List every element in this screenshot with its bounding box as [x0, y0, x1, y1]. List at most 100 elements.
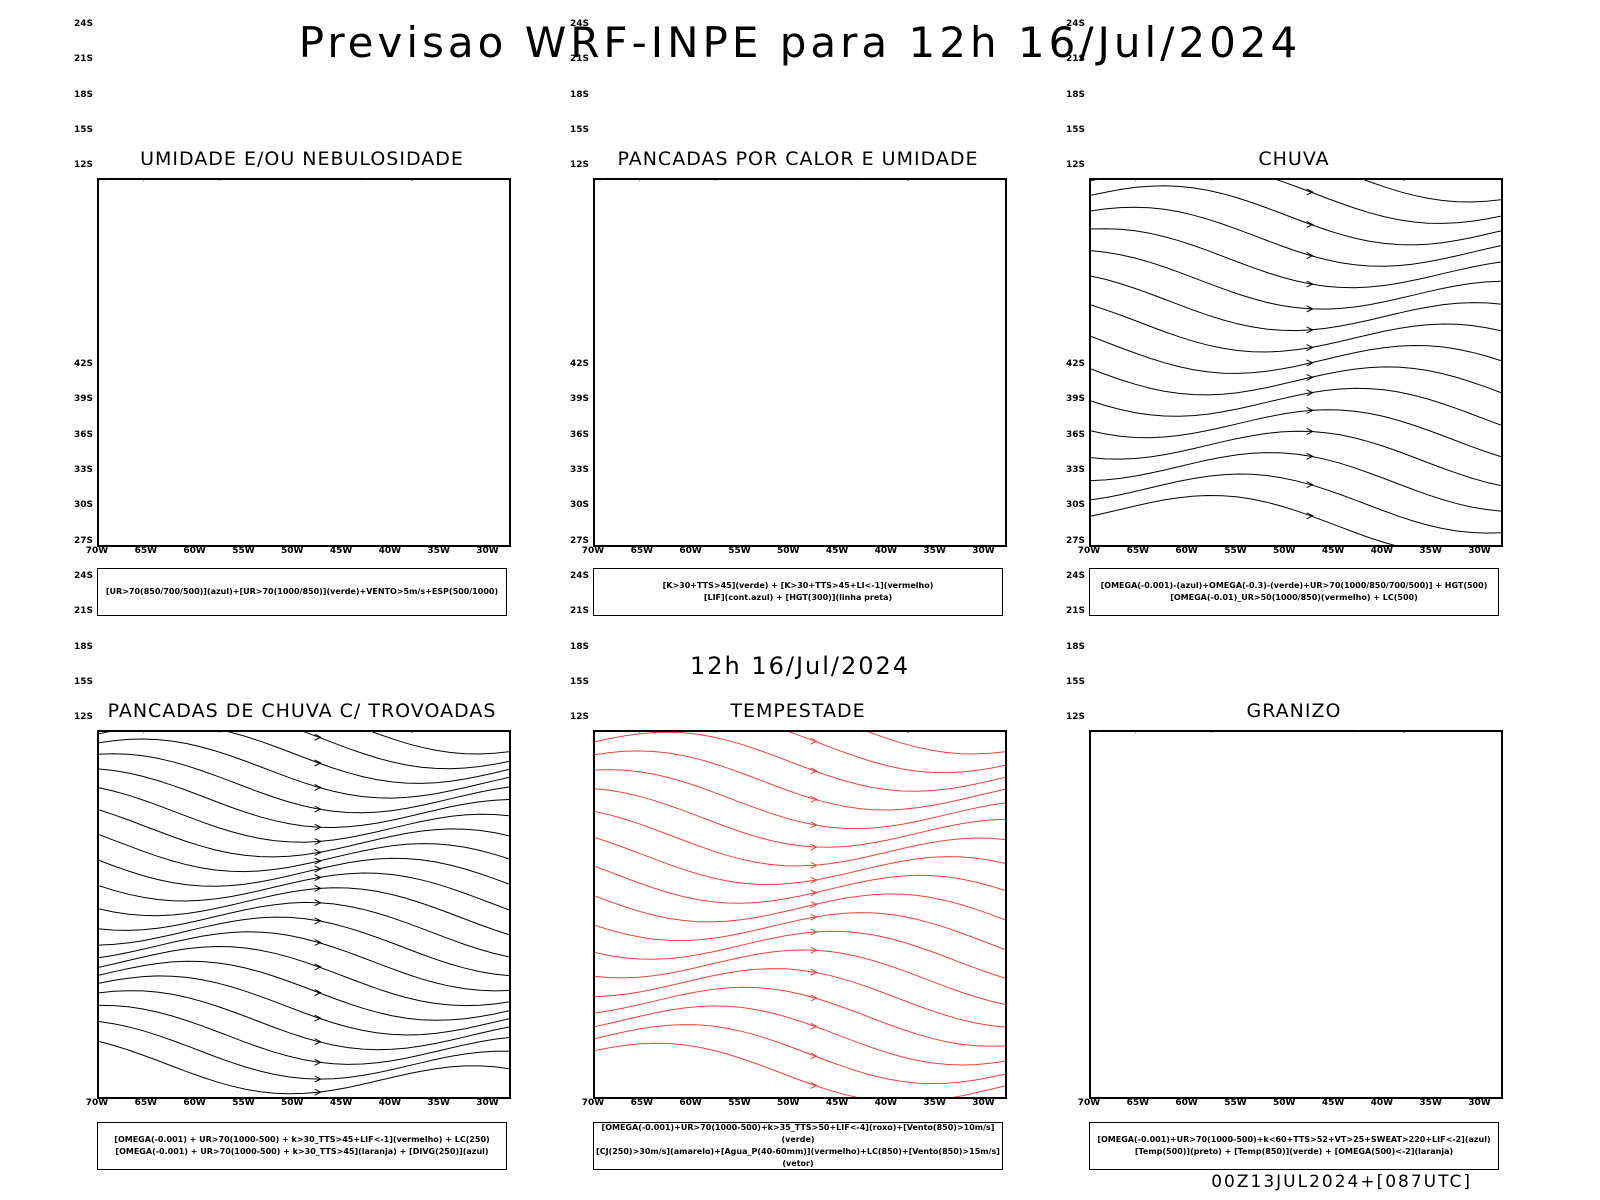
lat-tick-label: 27S — [1065, 535, 1085, 546]
lat-tick-label: 15S — [73, 676, 93, 687]
streamline — [595, 1042, 1005, 1097]
lat-tick-label: 15S — [73, 124, 93, 135]
lat-tick-label: 12S — [73, 160, 93, 171]
legend-line: [K>30+TTS>45](verde) + [K>30+TTS>45+LI<-… — [662, 581, 934, 590]
streamline — [1091, 494, 1396, 545]
lon-tick-label: 40W — [874, 1098, 898, 1108]
lon-tick-label: 55W — [232, 1098, 255, 1108]
map-canvas: 585585585582579576573570570570567561564 — [1091, 180, 1501, 545]
stream-arrow — [314, 865, 322, 873]
lon-tick-label: 55W — [232, 546, 255, 556]
streamline — [99, 753, 509, 814]
lon-tick-label: 50W — [281, 546, 304, 556]
lat-tick-label: 42S — [73, 359, 93, 369]
streamline — [371, 732, 509, 755]
stream-arrow — [810, 737, 818, 745]
lat-tick-label: 15S — [569, 676, 589, 687]
lat-tick-label: 30S — [73, 500, 93, 511]
lat-tick-label: 12S — [569, 712, 589, 723]
lon-tick-label: 55W — [728, 546, 751, 556]
stream-arrow — [810, 913, 818, 921]
stream-arrow — [1306, 512, 1314, 520]
stream-arrow — [314, 805, 322, 813]
lat-tick-label: 21S — [1065, 54, 1085, 65]
streamline — [303, 732, 509, 770]
panel-title: GRANIZO — [1246, 700, 1342, 722]
map-panel — [593, 730, 1007, 1099]
stream-arrow — [314, 899, 322, 907]
lat-tick-label: 18S — [569, 641, 589, 652]
legend-box: [OMEGA(-0.001)-(azul)+OMEGA(-0.3)-(verde… — [1089, 568, 1499, 616]
lon-tick-label: 65W — [134, 1098, 158, 1108]
lon-tick-label: 40W — [378, 546, 402, 556]
panel-title: PANCADAS DE CHUVA C/ TROVOADAS — [107, 700, 497, 722]
stream-arrow — [314, 884, 322, 892]
streamline — [1091, 473, 1501, 534]
stream-arrow — [1306, 252, 1314, 260]
stream-arrow — [810, 968, 818, 976]
lat-tick-label: 33S — [569, 464, 589, 475]
lat-tick-label: 18S — [73, 89, 93, 100]
lon-tick-label: 35W — [923, 546, 946, 556]
streamline — [99, 738, 509, 799]
stream-arrow — [1306, 359, 1314, 367]
lon-tick-label: 70W — [85, 1098, 109, 1108]
lon-tick-label: 65W — [630, 1098, 654, 1108]
lat-tick-label: 18S — [1065, 89, 1085, 100]
stream-arrow — [1306, 188, 1314, 196]
stream-arrow — [1306, 406, 1314, 414]
streamline — [99, 960, 509, 1021]
lon-tick-label: 60W — [1175, 546, 1198, 556]
panel-title: UMIDADE E/OU NEBULOSIDADE — [140, 148, 464, 170]
lon-tick-label: 40W — [1370, 1098, 1394, 1108]
streamline — [1091, 206, 1501, 267]
lon-tick-label: 30W — [476, 1098, 499, 1108]
lat-tick-label: 21S — [569, 606, 589, 617]
streamline — [595, 750, 1005, 811]
lon-tick-label: 60W — [679, 1098, 702, 1108]
streamline — [595, 912, 1005, 950]
lon-tick-label: 50W — [1273, 546, 1296, 556]
lat-tick-label: 24S — [569, 570, 589, 581]
lat-tick-label: 39S — [1065, 394, 1085, 405]
streamline — [1091, 250, 1501, 310]
stream-arrow — [314, 849, 322, 856]
legend-line: [OMEGA(-0.01)_UR>50(1000/850)(vermelho) … — [1170, 593, 1418, 602]
lon-tick-label: 60W — [1175, 1098, 1198, 1108]
streamline — [595, 986, 1005, 1047]
streamline — [595, 769, 1005, 830]
streamline — [99, 732, 509, 784]
lon-tick-label: 35W — [1419, 546, 1442, 556]
lat-tick-label: 18S — [73, 641, 93, 652]
lat-tick-label: 15S — [1065, 676, 1085, 687]
streamline — [99, 768, 509, 829]
streamline — [1091, 409, 1501, 458]
stream-arrow — [810, 1022, 818, 1030]
lat-tick-label: 21S — [73, 54, 93, 65]
legend-line: [OMEGA(-0.001)+UR>70(1000-500)+k>35_TTS>… — [601, 1123, 995, 1144]
stream-arrow — [314, 917, 322, 925]
legend-box: [OMEGA(-0.001)+UR>70(1000-500)+k>35_TTS>… — [593, 1122, 1003, 1170]
streamline — [595, 788, 1005, 848]
lat-tick-label: 36S — [569, 429, 589, 440]
stream-arrow — [1306, 373, 1314, 381]
streamline — [1091, 430, 1501, 487]
lat-tick-label: 24S — [1065, 570, 1085, 581]
lon-tick-label: 65W — [1126, 1098, 1150, 1108]
lat-tick-label: 15S — [1065, 124, 1085, 135]
lat-tick-label: 36S — [73, 429, 93, 440]
streamline — [99, 901, 509, 958]
stream-arrow — [810, 861, 818, 869]
stream-arrow — [314, 939, 322, 946]
streamline — [1091, 180, 1501, 224]
streamline — [99, 887, 509, 936]
map-canvas — [99, 732, 509, 1096]
lat-tick-label: 12S — [1065, 712, 1085, 723]
footer-run-info: 00Z13JUL2024+[087UTC] — [1211, 1172, 1472, 1192]
stream-arrow — [810, 994, 818, 1002]
lon-tick-label: 45W — [329, 546, 353, 556]
streamline — [99, 1041, 509, 1095]
stream-arrow — [314, 759, 322, 767]
stream-arrow — [1306, 427, 1314, 435]
legend-line: [LIF](cont.azul) + [HGT(300)](linha pret… — [703, 593, 893, 602]
